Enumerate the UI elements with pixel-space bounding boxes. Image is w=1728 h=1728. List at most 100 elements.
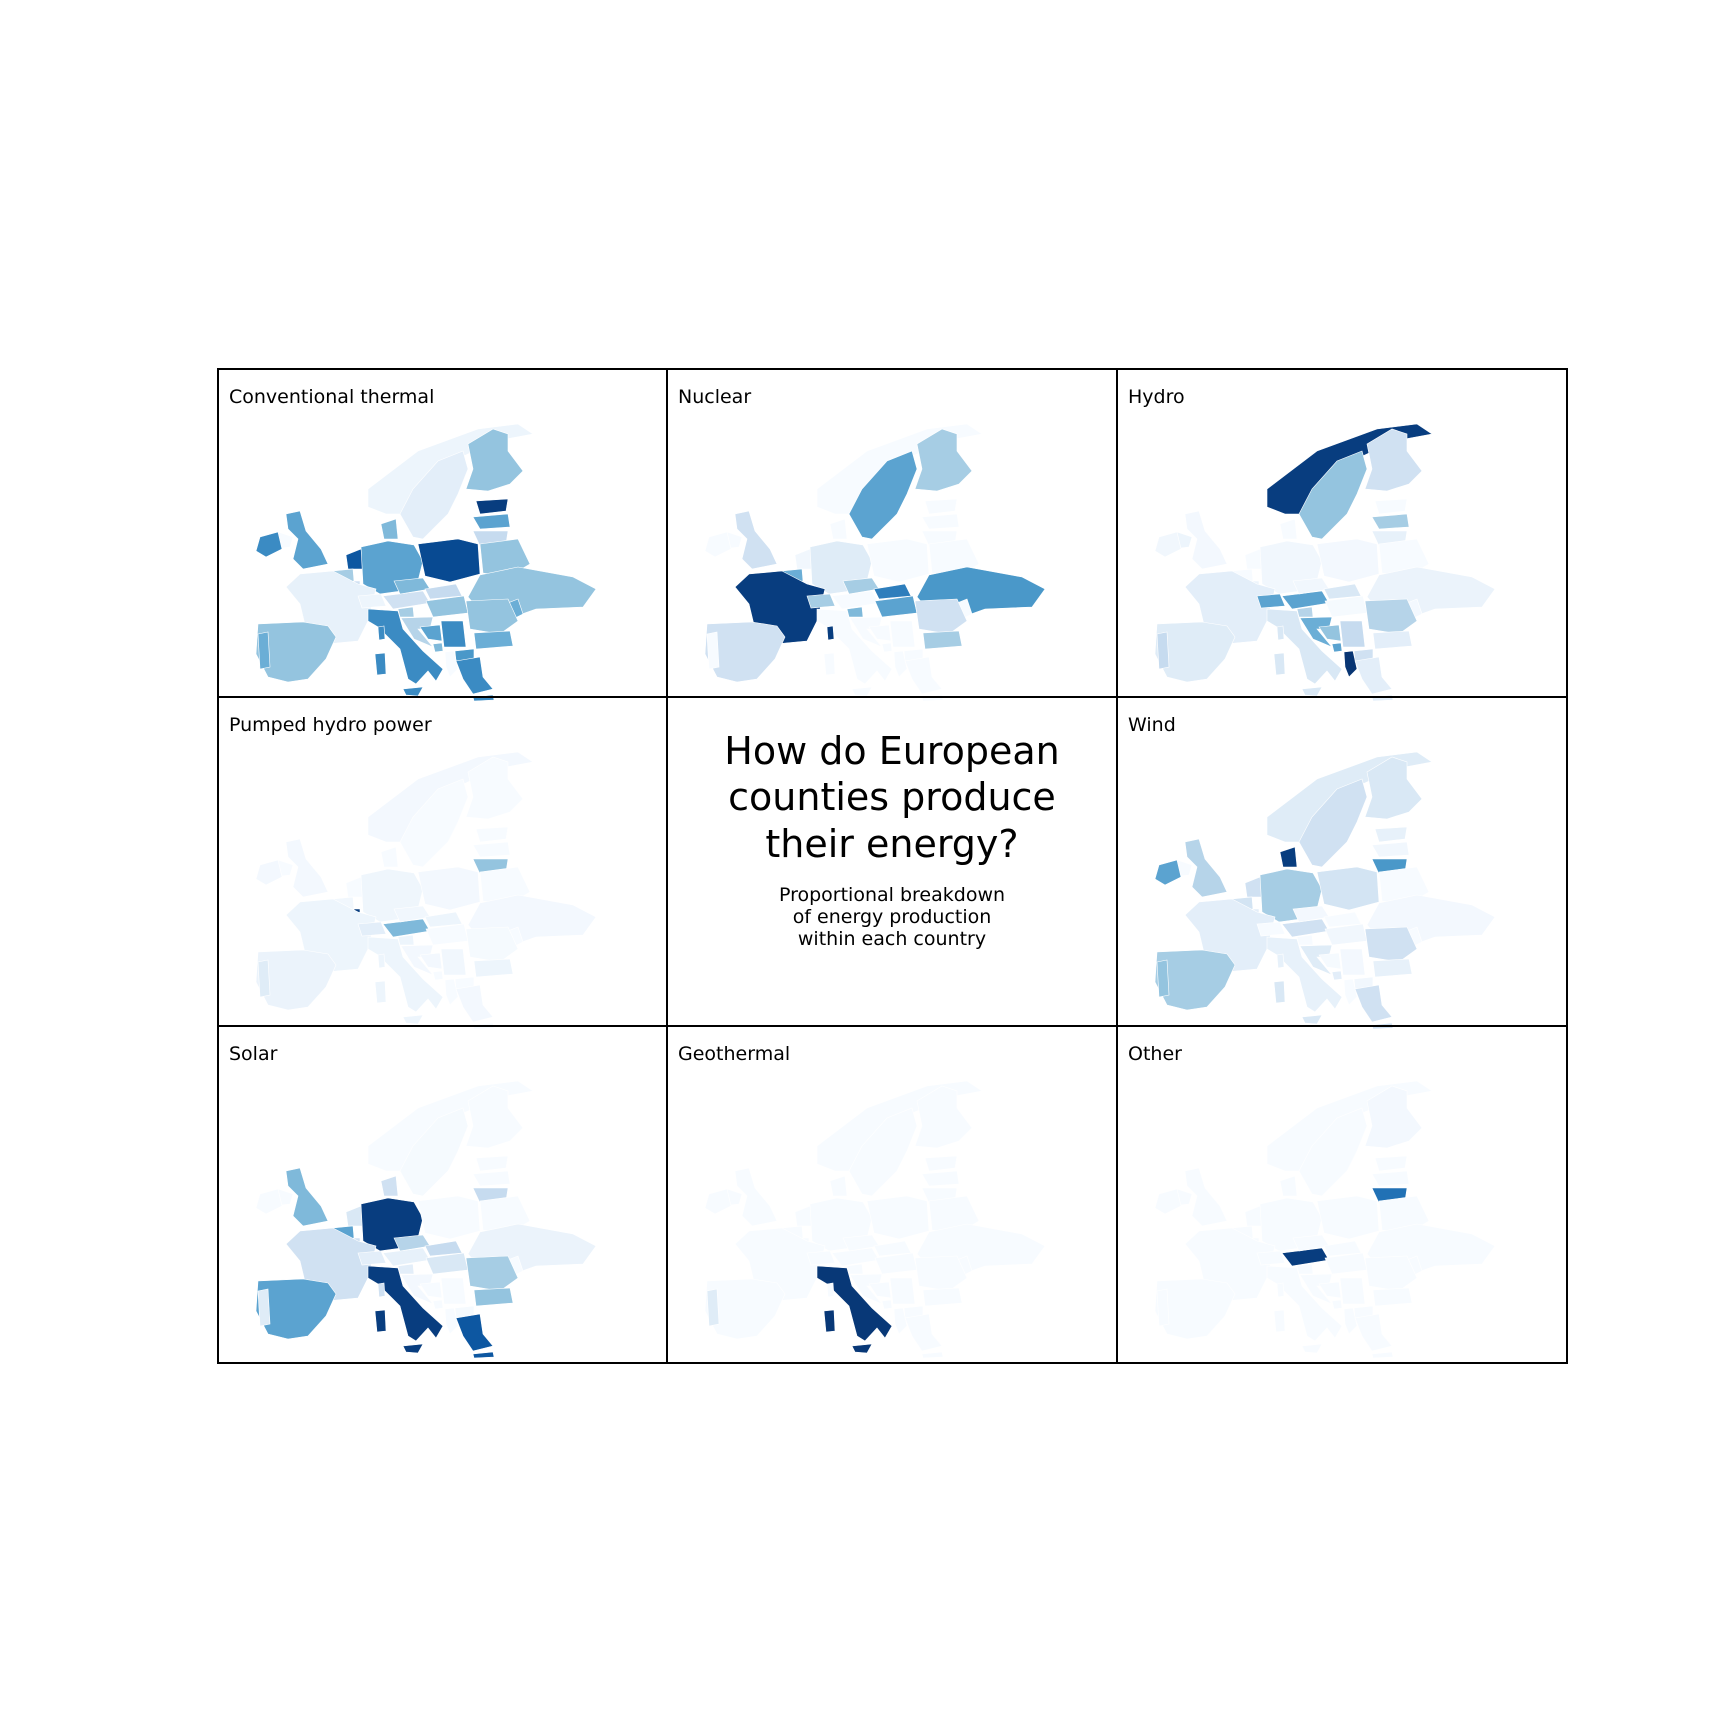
country-romania (914, 1255, 968, 1292)
panel-label-nuclear: Nuclear (678, 386, 751, 408)
country-sweden (848, 450, 918, 540)
map-panel-geothermal: Geothermal (678, 1043, 1046, 1359)
country-norway (367, 423, 534, 515)
country-corsica (377, 1282, 386, 1298)
country-corsica (377, 953, 386, 969)
country-montenegro (432, 970, 444, 981)
country-montenegro (1331, 970, 1343, 981)
country-switzerland (1256, 593, 1286, 609)
country-ireland (255, 1188, 283, 1215)
country-united-kingdom (1184, 510, 1228, 570)
country-denmark (380, 1175, 399, 1197)
panel-label-solar: Solar (229, 1043, 278, 1065)
country-corsica (1276, 1282, 1285, 1298)
country-estonia (924, 1155, 958, 1172)
country-romania (1364, 1255, 1418, 1292)
map-panel-conventional-thermal: Conventional thermal (229, 386, 597, 702)
map-panel-other: Other (1128, 1043, 1496, 1359)
country-sweden (399, 1107, 469, 1197)
country-bosnia (419, 952, 443, 970)
country-finland (1364, 1085, 1423, 1149)
title-cell: How do European counties produce their e… (724, 729, 1059, 950)
country-croatia (400, 1273, 434, 1305)
country-sicily (851, 1343, 873, 1354)
country-united-kingdom (285, 510, 329, 570)
country-estonia (475, 1155, 509, 1172)
country-romania (1364, 598, 1418, 635)
country-ireland (1154, 531, 1182, 558)
country-serbia (1339, 620, 1366, 648)
country-ireland (704, 531, 732, 558)
country-poland (866, 1195, 930, 1240)
map-panel-solar: Solar (229, 1043, 597, 1359)
country-sweden (1298, 450, 1368, 540)
country-serbia (1339, 948, 1366, 976)
country-albania (1343, 978, 1358, 1006)
country-croatia (400, 944, 434, 976)
country-greece (1354, 1313, 1393, 1352)
country-poland (1316, 866, 1380, 911)
country-albania (893, 650, 908, 678)
country-norway (367, 751, 534, 843)
panel-map-hydro (1154, 423, 1496, 702)
country-united-kingdom (285, 1167, 329, 1227)
country-slovenia (846, 1263, 864, 1275)
country-bulgaria (1372, 1287, 1413, 1307)
country-poland (1316, 1195, 1380, 1240)
country-serbia (889, 1277, 916, 1305)
country-portugal (706, 1288, 720, 1327)
title-line-3: their energy? (765, 822, 1018, 866)
country-ireland (1154, 859, 1182, 886)
country-switzerland (1256, 1250, 1286, 1266)
country-estonia (1374, 826, 1408, 843)
country-bosnia (868, 624, 892, 642)
panel-map-geothermal (704, 1080, 1046, 1359)
country-sicily (402, 1014, 424, 1025)
country-ireland (255, 859, 283, 886)
country-denmark (829, 518, 848, 540)
country-sweden (399, 778, 469, 868)
country-latvia (921, 1170, 960, 1187)
country-norway (1266, 1080, 1433, 1172)
country-latvia (472, 513, 511, 530)
country-poland (866, 538, 930, 583)
country-serbia (1339, 1277, 1366, 1305)
title-line-2: counties produce (728, 775, 1056, 819)
country-albania (1343, 1307, 1358, 1335)
country-denmark (380, 846, 399, 868)
country-montenegro (881, 642, 893, 653)
country-finland (465, 428, 524, 492)
country-latvia (1371, 841, 1410, 858)
country-ireland (704, 1188, 732, 1215)
country-croatia (1299, 944, 1333, 976)
country-united-kingdom (285, 838, 329, 898)
country-estonia (475, 498, 509, 515)
country-greece (1354, 984, 1393, 1023)
panel-map-wind (1154, 751, 1496, 1030)
country-corsica (826, 625, 835, 641)
country-finland (465, 1085, 524, 1149)
country-croatia (400, 616, 434, 648)
country-switzerland (357, 921, 387, 937)
country-finland (914, 428, 973, 492)
country-albania (893, 1307, 908, 1335)
country-corsica (1276, 625, 1285, 641)
country-switzerland (357, 1250, 387, 1266)
country-bulgaria (473, 630, 514, 650)
country-bosnia (419, 624, 443, 642)
country-sardinia (1273, 980, 1286, 1004)
map-panel-pumped-hydro-power: Pumped hydro power (229, 714, 597, 1030)
country-sardinia (374, 980, 387, 1004)
country-montenegro (432, 642, 444, 653)
country-norway (1266, 751, 1433, 843)
country-montenegro (1331, 1299, 1343, 1310)
country-crete (1371, 1351, 1394, 1359)
country-bulgaria (473, 958, 514, 978)
country-norway (1266, 423, 1433, 515)
country-latvia (1371, 1170, 1410, 1187)
country-croatia (849, 1273, 883, 1305)
subtitle-line-1: Proportional breakdown (779, 884, 1005, 906)
country-latvia (472, 841, 511, 858)
country-switzerland (1256, 921, 1286, 937)
country-montenegro (1331, 642, 1343, 653)
